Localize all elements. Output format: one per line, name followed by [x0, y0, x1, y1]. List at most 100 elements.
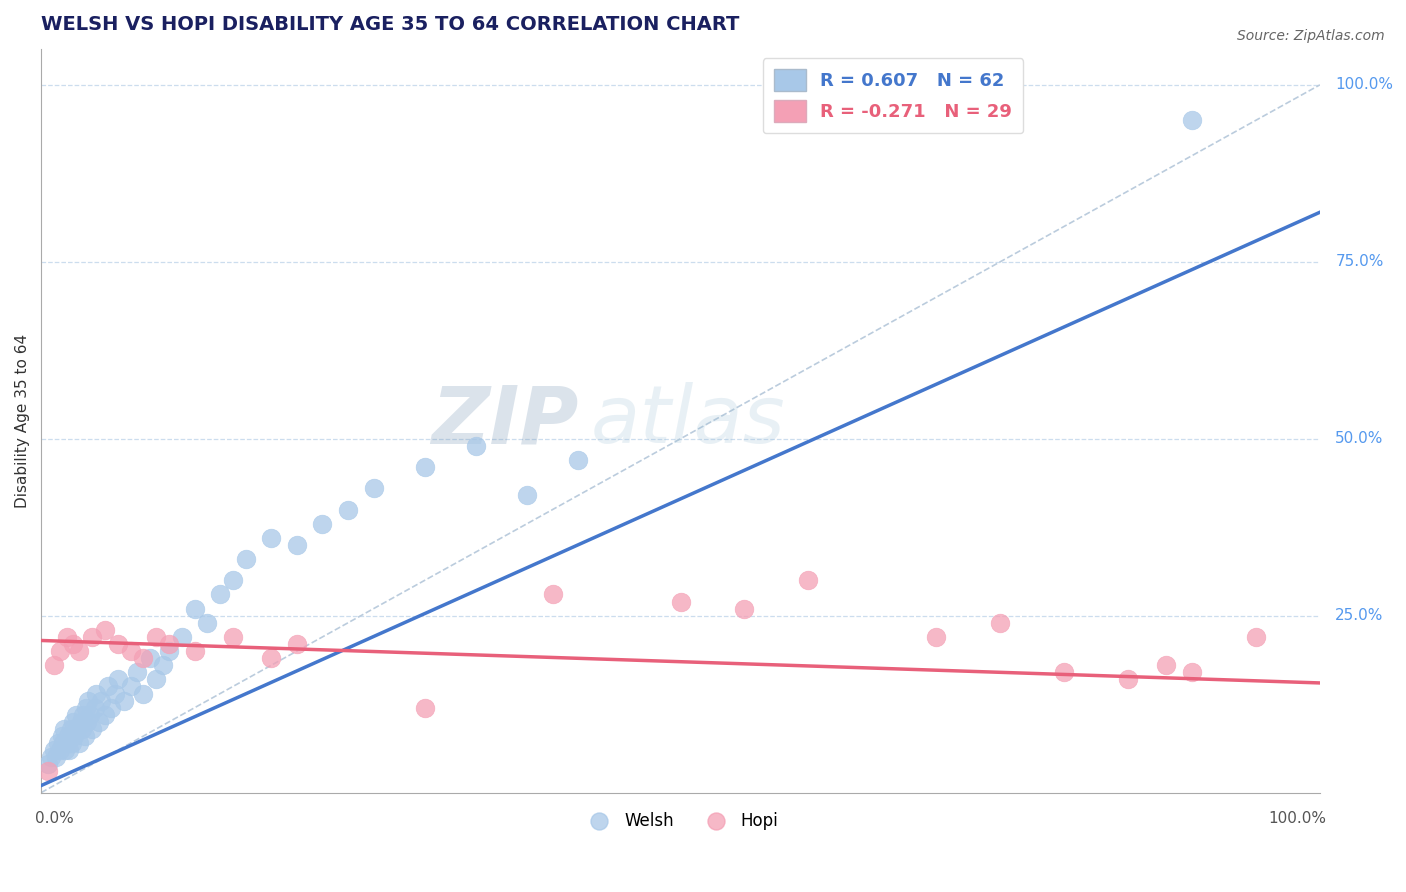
Point [45, 750, 67, 764]
Point [84, 687, 107, 701]
Point [55, 630, 77, 644]
Point [285, 538, 308, 552]
Point [567, 453, 589, 467]
Text: 0.0%: 0.0% [35, 811, 73, 826]
Point [65, 707, 87, 722]
Point [1181, 665, 1204, 680]
Point [209, 587, 232, 601]
Point [1244, 630, 1267, 644]
Point [183, 601, 205, 615]
Point [235, 552, 257, 566]
Text: ZIP: ZIP [430, 382, 578, 460]
Point [73, 729, 96, 743]
Point [82, 722, 104, 736]
Point [107, 637, 129, 651]
Point [1116, 673, 1139, 687]
Text: 100.0%: 100.0% [1336, 78, 1393, 93]
Point [66, 722, 89, 736]
Point [132, 687, 155, 701]
Point [55, 743, 77, 757]
Point [90, 693, 112, 707]
Point [53, 722, 76, 736]
Point [69, 644, 91, 658]
Point [988, 615, 1011, 630]
Point [145, 673, 167, 687]
Text: 50.0%: 50.0% [1336, 431, 1384, 446]
Point [112, 693, 135, 707]
Point [77, 693, 100, 707]
Point [733, 601, 755, 615]
Point [107, 673, 129, 687]
Point [669, 594, 692, 608]
Point [42, 658, 65, 673]
Point [60, 736, 83, 750]
Point [285, 637, 308, 651]
Point [79, 707, 101, 722]
Point [170, 630, 193, 644]
Point [37, 757, 59, 772]
Point [87, 714, 110, 729]
Point [46, 736, 69, 750]
Point [42, 743, 65, 757]
Point [1053, 665, 1076, 680]
Point [797, 574, 820, 588]
Point [363, 481, 385, 495]
Text: WELSH VS HOPI DISABILITY AGE 35 TO 64 CORRELATION CHART: WELSH VS HOPI DISABILITY AGE 35 TO 64 CO… [41, 15, 740, 34]
Point [145, 630, 167, 644]
Point [55, 736, 77, 750]
Point [59, 722, 82, 736]
Point [70, 722, 93, 736]
Point [1156, 658, 1178, 673]
Point [76, 714, 98, 729]
Point [97, 680, 120, 694]
Point [311, 516, 333, 531]
Point [464, 439, 486, 453]
Point [72, 707, 94, 722]
Y-axis label: Disability Age 35 to 64: Disability Age 35 to 64 [15, 334, 30, 508]
Point [183, 644, 205, 658]
Point [49, 644, 72, 658]
Point [69, 736, 91, 750]
Point [49, 743, 72, 757]
Point [62, 714, 84, 729]
Point [75, 700, 97, 714]
Point [120, 680, 142, 694]
Point [82, 630, 104, 644]
Legend: Welsh, Hopi: Welsh, Hopi [576, 805, 785, 837]
Point [58, 743, 80, 757]
Point [1181, 113, 1204, 128]
Point [222, 630, 245, 644]
Point [63, 729, 86, 743]
Point [62, 637, 84, 651]
Point [56, 729, 79, 743]
Point [37, 764, 59, 779]
Point [541, 587, 564, 601]
Point [100, 700, 122, 714]
Point [337, 502, 360, 516]
Point [222, 574, 245, 588]
Point [104, 687, 127, 701]
Point [120, 644, 142, 658]
Text: 75.0%: 75.0% [1336, 254, 1384, 269]
Text: 25.0%: 25.0% [1336, 608, 1384, 624]
Point [69, 714, 91, 729]
Text: 100.0%: 100.0% [1268, 811, 1326, 826]
Point [157, 637, 180, 651]
Point [260, 531, 283, 545]
Text: Source: ZipAtlas.com: Source: ZipAtlas.com [1237, 29, 1385, 43]
Point [83, 700, 105, 714]
Point [195, 615, 218, 630]
Text: atlas: atlas [591, 382, 786, 460]
Point [925, 630, 948, 644]
Point [94, 707, 117, 722]
Point [132, 651, 155, 665]
Point [516, 488, 538, 502]
Point [413, 700, 436, 714]
Point [152, 658, 174, 673]
Point [125, 665, 148, 680]
Point [157, 644, 180, 658]
Point [260, 651, 283, 665]
Point [51, 729, 73, 743]
Point [139, 651, 162, 665]
Point [52, 736, 75, 750]
